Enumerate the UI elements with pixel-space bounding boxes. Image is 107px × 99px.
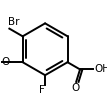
Text: O: O bbox=[72, 83, 80, 93]
Text: Br: Br bbox=[8, 17, 20, 27]
Text: F: F bbox=[39, 85, 45, 95]
Text: O: O bbox=[1, 57, 10, 67]
Text: OH: OH bbox=[94, 64, 107, 74]
